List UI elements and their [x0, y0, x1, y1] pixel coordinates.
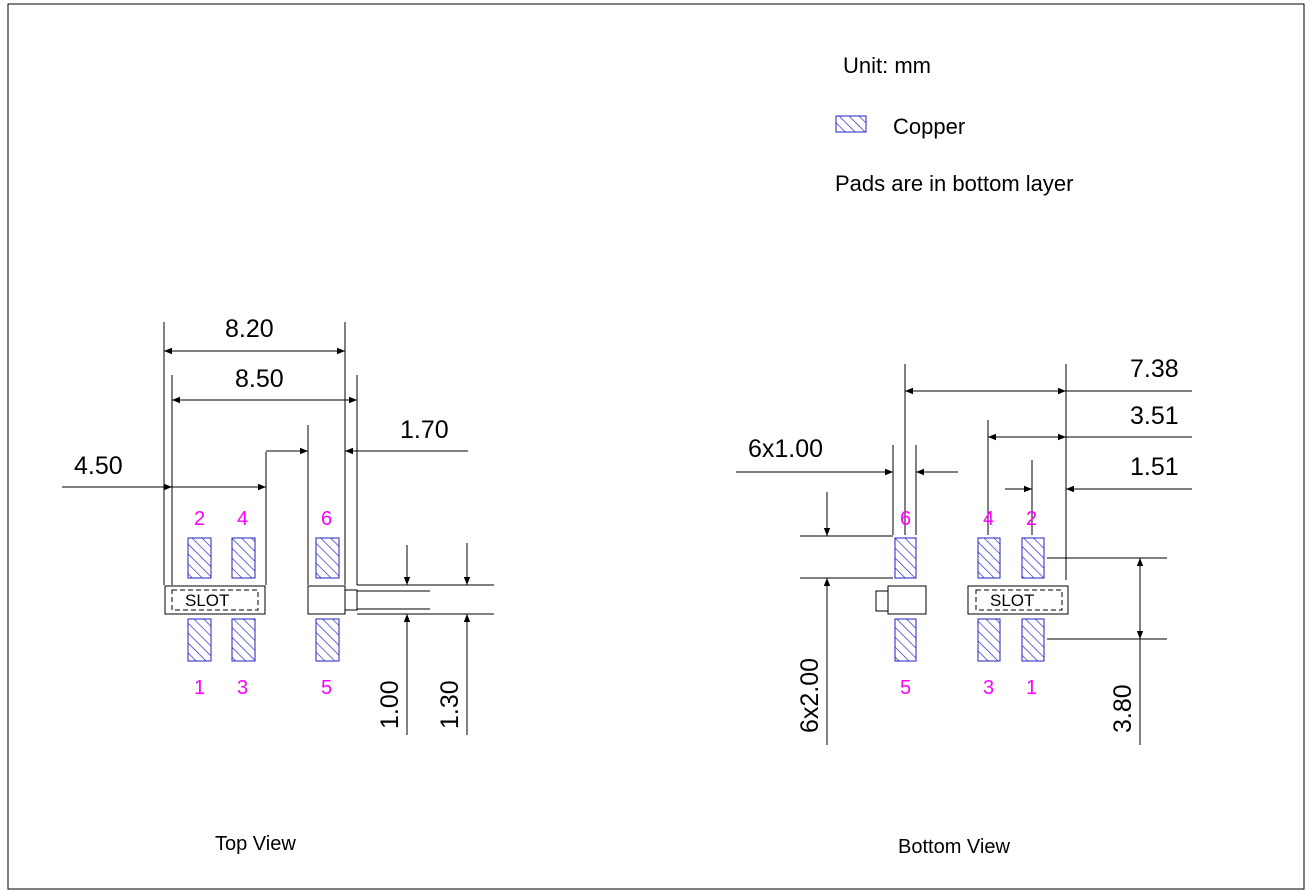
top-pad-6 [315, 537, 340, 579]
dim-7-38: 7.38 [1130, 355, 1179, 383]
dim-3-80: 3.80 [1109, 684, 1137, 733]
layer-note: Pads are in bottom layer [835, 171, 1073, 196]
top-switch-body [307, 585, 346, 615]
top-pin-5: 5 [321, 677, 332, 699]
top-pad-3 [231, 618, 256, 662]
bottom-view-label: Bottom View [898, 836, 1010, 858]
bottom-pad-2 [1021, 537, 1045, 579]
top-pin-3: 3 [237, 677, 248, 699]
bottom-pad-3 [977, 618, 1001, 662]
copper-legend-label: Copper [893, 114, 965, 139]
top-slot-label: SLOT [185, 591, 229, 610]
top-pin-4: 4 [237, 508, 248, 530]
unit-note: Unit: mm [843, 53, 931, 78]
bottom-pad-5 [894, 618, 917, 662]
bottom-switch-body [887, 585, 927, 615]
top-view-label: Top View [215, 833, 296, 855]
bottom-pin-1: 1 [1026, 677, 1037, 699]
dim-8-50: 8.50 [235, 365, 284, 393]
top-pad-1 [187, 618, 212, 662]
dim-4-50: 4.50 [74, 452, 123, 480]
dim-3-51: 3.51 [1130, 402, 1179, 430]
bottom-pad-4 [977, 537, 1001, 579]
top-view: 8.20 8.50 1.70 4.50 SLOT 1.00 [62, 315, 494, 855]
top-pad-2 [187, 537, 212, 579]
top-slot-body [164, 585, 266, 615]
dim-1-00: 1.00 [376, 680, 404, 729]
bottom-view: 7.38 3.51 1.51 6x1.00 6x2.00 3.80 [736, 355, 1192, 858]
bottom-pin-3: 3 [983, 677, 994, 699]
bottom-slot-label: SLOT [990, 591, 1034, 610]
bottom-pin-5: 5 [900, 677, 911, 699]
copper-legend-icon [835, 115, 867, 133]
bottom-pin-2: 2 [1026, 508, 1037, 530]
dim-1-51: 1.51 [1130, 453, 1179, 481]
bottom-pad-6 [894, 537, 917, 579]
dim-6x2-00: 6x2.00 [796, 658, 824, 733]
top-pad-5 [315, 618, 340, 662]
top-pad-4 [231, 537, 256, 579]
bottom-pin-4: 4 [983, 508, 994, 530]
bottom-pin-6: 6 [900, 508, 911, 530]
bottom-pad-1 [1021, 618, 1045, 662]
dim-6x1-00: 6x1.00 [748, 435, 823, 463]
dim-1-70: 1.70 [400, 416, 449, 444]
drawing-border [7, 3, 1305, 890]
top-pin-2: 2 [194, 508, 205, 530]
dim-8-20: 8.20 [225, 315, 274, 343]
bottom-slot-body [967, 585, 1069, 615]
top-pin-1: 1 [194, 677, 205, 699]
dim-1-30: 1.30 [436, 680, 464, 729]
top-pin-6: 6 [321, 508, 332, 530]
